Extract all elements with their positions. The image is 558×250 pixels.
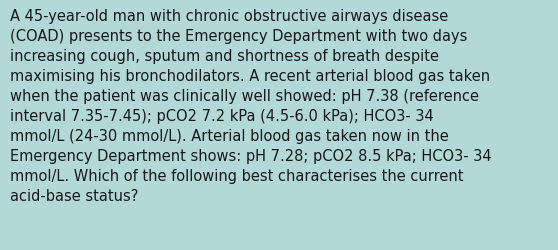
Text: A 45-year-old man with chronic obstructive airways disease
(COAD) presents to th: A 45-year-old man with chronic obstructi… — [10, 9, 492, 203]
